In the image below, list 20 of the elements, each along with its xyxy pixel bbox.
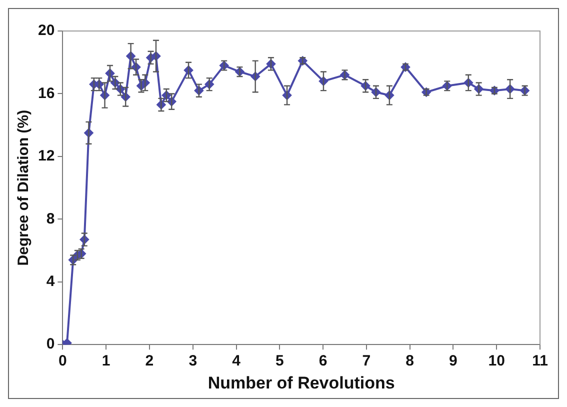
x-axis-title: Number of Revolutions: [208, 373, 395, 392]
y-tick-label: 12: [38, 148, 55, 165]
x-tick-label: 7: [362, 352, 371, 370]
y-axis-title: Degree of Dilation (%): [15, 110, 32, 266]
y-tick-label: 16: [38, 84, 55, 102]
x-tick-label: 9: [449, 352, 458, 370]
x-tick-label: 3: [188, 352, 198, 370]
x-tick-label: 2: [145, 352, 154, 370]
x-tick-label: 4: [232, 352, 242, 370]
y-tick-label: 8: [46, 210, 55, 228]
x-tick-label: 1: [102, 352, 110, 370]
x-tick-label: 10: [488, 352, 505, 370]
y-tick-label: 4: [46, 273, 56, 290]
x-tick-label: 11: [532, 352, 548, 370]
x-tick-label: 0: [58, 352, 67, 370]
y-tick-label: 0: [46, 336, 55, 353]
x-tick-label: 6: [318, 352, 328, 370]
y-tick-label: 20: [38, 22, 55, 40]
x-tick-label: 8: [406, 352, 414, 370]
x-tick-label: 5: [275, 352, 284, 370]
